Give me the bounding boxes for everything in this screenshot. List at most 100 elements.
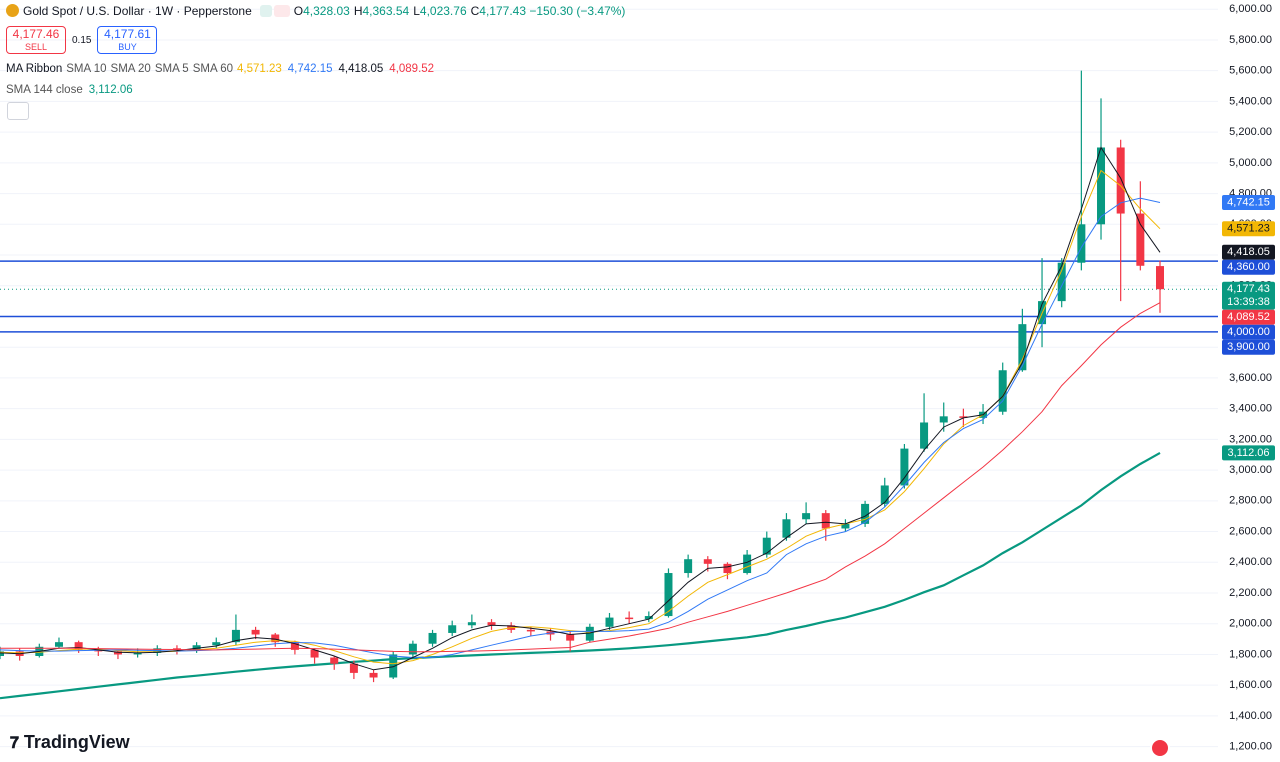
countdown: 13:39:38 [1227,296,1270,308]
ribbon-legend: MA Ribbon SMA 10 SMA 20 SMA 5 SMA 60 4,571.23… [6,63,440,75]
legend-value: 4,418.05 [338,63,384,75]
candle-body [1136,213,1145,266]
price-tag: 4,089.52 [1222,309,1275,325]
y-tick-label: 2,000.00 [1229,618,1272,630]
candle-body [920,422,929,449]
header: Gold Spot / U.S. Dollar · 1W · Peppersto… [6,4,625,18]
y-tick-label: 3,000.00 [1229,464,1272,476]
legend-name: SMA 144 close [6,84,83,96]
y-tick-label: 3,600.00 [1229,372,1272,384]
price-tag-box [1222,221,1275,237]
candle-body [0,651,4,656]
price-tag: 3,900.00 [1222,339,1275,355]
candle-body [644,616,653,620]
candle-body [762,537,771,555]
price-tag-label: 4,571.23 [1227,223,1270,235]
legend-value: 4,089.52 [389,63,435,75]
candle-body [625,617,634,620]
legend-name: SMA 60 [192,63,233,75]
price-tag-label: 4,000.00 [1227,326,1270,338]
price-tag-box [1222,281,1275,310]
candle-body [526,629,535,632]
price-tag-label: 3,112.06 [1227,447,1269,459]
flag-icon [1150,738,1170,758]
sell-button[interactable]: 4,177.46 SELL [6,26,66,54]
y-tick-label: 5,600.00 [1229,65,1272,77]
candle-body [959,416,968,418]
candle-body [743,554,752,574]
candle-body [1097,147,1106,225]
candle-body [802,513,811,520]
candle-body [330,657,339,664]
candle-body [290,642,299,650]
spread: 0.15 [72,34,92,46]
price-tag-label: 4,177.43 [1227,283,1270,295]
candle-body [664,573,673,617]
y-tick-label: 1,200.00 [1229,741,1272,753]
ohlc-key: L [413,4,420,18]
candle-body [487,622,496,626]
price-tag-box [1222,445,1275,461]
candle-body [271,634,280,643]
price-tag-box [1222,324,1275,340]
candle-body [428,632,437,644]
buy-label: BUY [118,42,137,52]
y-tick-label: 3,200.00 [1229,433,1272,445]
candle-body [231,629,240,643]
candle-body [467,622,476,626]
price-tag-box [1222,259,1275,275]
y-tick-label: 5,800.00 [1229,34,1272,46]
price-tag-label: 4,742.15 [1227,196,1270,208]
ohlc-key: C [470,4,480,18]
candle-body [861,503,870,524]
price-tag-label: 4,360.00 [1227,261,1270,273]
candle-body [349,663,358,673]
price-tag-label: 4,418.05 [1227,246,1270,258]
y-tick-label: 6,000.00 [1229,3,1272,15]
price-tag-label: 4,089.52 [1227,311,1270,323]
candle-body [133,652,142,655]
candle-body [1077,224,1086,263]
candle-body [74,642,83,650]
candle-body [310,649,319,658]
candle-body [113,651,122,655]
legend-value: 4,742.15 [287,63,333,75]
candle-body [703,559,712,564]
candle-body [1057,262,1066,302]
collapse-button[interactable] [7,102,29,120]
change: −150.30 (−3.47%) [529,4,626,18]
price-tag: 4,360.00 [1222,259,1275,275]
candle-body [998,370,1007,412]
price-tag-box [1222,244,1275,260]
legend-name: SMA 5 [154,63,189,75]
ma-line [0,302,1161,653]
candle-body [54,642,63,647]
candle-body [251,629,260,635]
y-tick-label: 2,200.00 [1229,587,1272,599]
buy-button[interactable]: 4,177.61 BUY [97,26,158,54]
y-tick-label: 5,400.00 [1229,95,1272,107]
candle-body [369,672,378,678]
candle-body [566,634,575,641]
y-tick-label: 1,600.00 [1229,679,1272,691]
candle-body [605,617,614,627]
candle-body [1116,147,1125,214]
ma-line [0,451,1161,700]
price-tag: 4,742.15 [1222,194,1275,210]
price-tag: 4,571.23 [1222,221,1275,237]
ohlc-value: 4,328.03 [303,4,350,18]
ohlc-key: H [353,4,363,18]
ohlc-key: O [293,4,304,18]
candle-body [1018,324,1027,371]
y-tick-label: 2,800.00 [1229,495,1272,507]
buy-price: 4,177.61 [104,27,151,41]
price-tag: 3,112.06 [1222,445,1275,461]
legend-value: 3,112.06 [88,84,133,96]
y-tick-label: 5,000.00 [1229,157,1272,169]
candle-body [212,642,221,646]
ohlc-value: 4,363.54 [362,4,410,18]
legend-value: 4,571.23 [237,63,282,75]
ma-line [0,197,1161,658]
